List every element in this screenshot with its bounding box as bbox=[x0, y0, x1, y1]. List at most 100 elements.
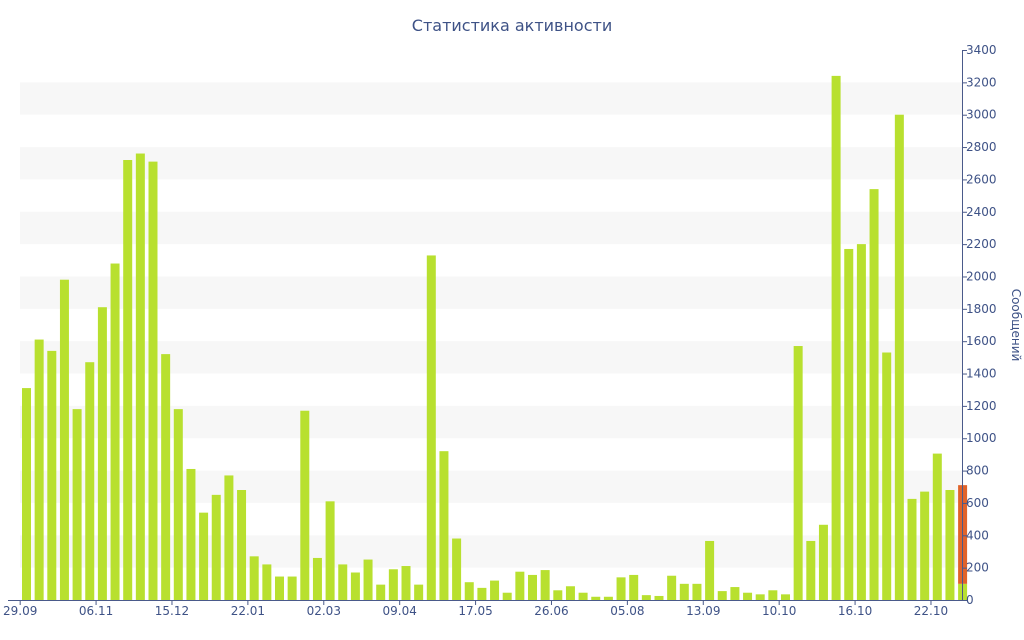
grid-band bbox=[20, 276, 962, 309]
y-tick-label: 0 bbox=[966, 593, 974, 607]
bar bbox=[844, 248, 854, 600]
grid-bands bbox=[20, 82, 962, 568]
bar bbox=[717, 591, 727, 600]
y-tick-label: 400 bbox=[966, 528, 989, 542]
bar bbox=[161, 354, 171, 600]
bar bbox=[932, 453, 942, 600]
bar bbox=[920, 491, 930, 600]
chart-title: Статистика активности bbox=[412, 16, 612, 35]
bar bbox=[148, 161, 158, 600]
x-tick-label: 10.10 bbox=[762, 604, 796, 618]
x-tick-label: 06.11 bbox=[79, 604, 113, 618]
bar bbox=[907, 498, 917, 600]
bar bbox=[793, 346, 803, 600]
bar bbox=[350, 572, 360, 600]
bar bbox=[312, 557, 322, 600]
bar bbox=[869, 189, 879, 600]
bar bbox=[426, 255, 436, 601]
grid-band bbox=[20, 211, 962, 245]
bar bbox=[300, 410, 310, 600]
bar bbox=[211, 494, 221, 600]
y-tick-label: 800 bbox=[966, 464, 989, 478]
y-tick-label: 200 bbox=[966, 561, 989, 575]
grid-band bbox=[20, 82, 962, 115]
bar bbox=[376, 584, 386, 600]
bar bbox=[528, 574, 537, 600]
bar bbox=[806, 540, 816, 600]
bar bbox=[515, 571, 525, 600]
bar bbox=[249, 556, 259, 600]
bar bbox=[578, 592, 588, 600]
x-tick-label: 17.05 bbox=[458, 604, 492, 618]
y-tick-label: 1400 bbox=[966, 367, 997, 381]
x-tick-label: 26.06 bbox=[534, 604, 568, 618]
y-axis-ticks: 0 200 400 600 800 1000 1200 1400 1600 1800 2000 220… bbox=[962, 43, 997, 607]
y-tick-label: 1800 bbox=[966, 302, 997, 316]
bar bbox=[414, 584, 424, 600]
bar-series bbox=[22, 75, 968, 601]
bar bbox=[287, 576, 297, 600]
bar bbox=[464, 582, 474, 600]
bar bbox=[679, 583, 689, 600]
x-tick-label: 05.08 bbox=[610, 604, 644, 618]
x-axis-ticks: 29.09 06.11 15.12 22.01 02.03 09.04 17.05 26.06… bbox=[3, 600, 948, 618]
bar bbox=[34, 339, 44, 600]
x-tick-label: 22.10 bbox=[914, 604, 948, 618]
bar bbox=[22, 388, 31, 600]
y-tick-label: 1200 bbox=[966, 399, 997, 413]
y-axis-label: Сообщений bbox=[1009, 289, 1023, 362]
x-tick-label: 29.09 bbox=[3, 604, 37, 618]
bar bbox=[439, 451, 449, 600]
y-tick-label: 2000 bbox=[966, 269, 997, 283]
bar bbox=[325, 501, 335, 600]
bar bbox=[452, 538, 462, 600]
bar bbox=[85, 362, 95, 600]
bar bbox=[553, 590, 563, 600]
bar bbox=[591, 596, 601, 600]
y-tick-label: 3000 bbox=[966, 108, 997, 122]
bar bbox=[72, 409, 82, 600]
bar bbox=[224, 475, 234, 600]
grid-band bbox=[20, 341, 962, 374]
y-tick-label: 1000 bbox=[966, 431, 997, 445]
bar bbox=[856, 244, 866, 600]
x-tick-label: 16.10 bbox=[838, 604, 872, 618]
bar bbox=[123, 160, 133, 600]
bar bbox=[705, 540, 715, 600]
bar bbox=[641, 595, 651, 600]
bar bbox=[186, 468, 196, 600]
bar bbox=[388, 569, 398, 600]
bar bbox=[768, 590, 778, 600]
bar bbox=[59, 279, 69, 600]
y-tick-label: 2400 bbox=[966, 205, 997, 219]
bar bbox=[882, 352, 892, 600]
bar bbox=[338, 564, 348, 600]
x-tick-label: 15.12 bbox=[155, 604, 189, 618]
bar bbox=[490, 580, 500, 600]
bar bbox=[47, 350, 57, 600]
y-tick-label: 3200 bbox=[966, 75, 997, 89]
bar bbox=[755, 594, 765, 600]
bar bbox=[262, 564, 272, 600]
bar bbox=[110, 263, 120, 600]
bar bbox=[894, 114, 904, 601]
y-tick-label: 3400 bbox=[966, 43, 997, 57]
bar bbox=[477, 587, 487, 600]
bar bbox=[629, 574, 639, 600]
bar bbox=[565, 586, 575, 600]
y-tick-label: 600 bbox=[966, 496, 989, 510]
grid-band bbox=[20, 147, 962, 180]
bar bbox=[173, 409, 183, 600]
bar bbox=[603, 596, 613, 600]
x-tick-label: 02.03 bbox=[307, 604, 341, 618]
bar bbox=[275, 576, 284, 600]
bar bbox=[730, 587, 740, 600]
bar bbox=[363, 559, 373, 600]
y-tick-label: 2200 bbox=[966, 237, 997, 251]
bar bbox=[667, 575, 677, 600]
bar bbox=[743, 592, 753, 600]
x-tick-label: 13.09 bbox=[686, 604, 720, 618]
bar bbox=[237, 490, 247, 600]
bar bbox=[199, 512, 209, 600]
